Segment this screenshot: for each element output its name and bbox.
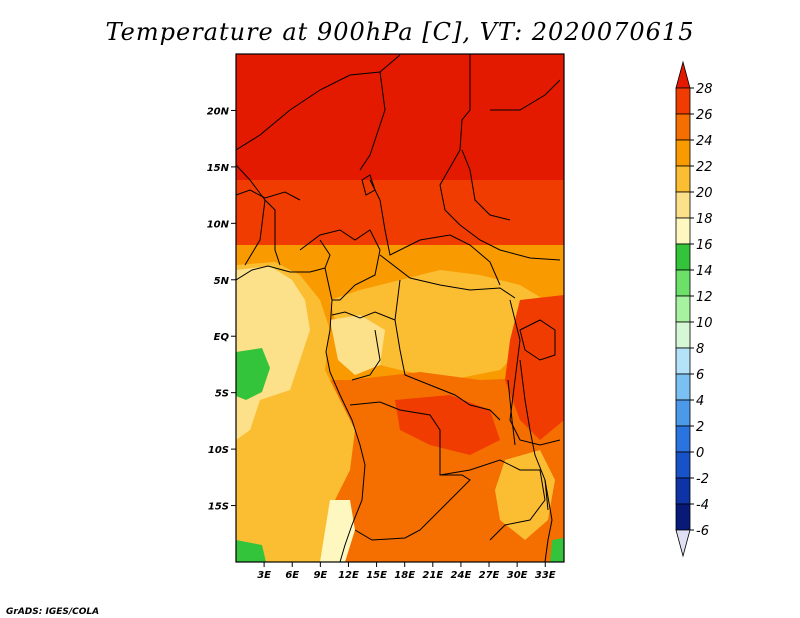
colorbar-label: 2 xyxy=(696,420,704,435)
colorbar-swatch xyxy=(675,243,691,271)
colorbar-swatch xyxy=(675,191,691,219)
colorbar-label: 4 xyxy=(696,394,704,409)
temp-region-namibia xyxy=(320,500,355,562)
temp-region-lakes xyxy=(505,295,564,440)
border-niger-chad-line xyxy=(359,71,386,171)
temp-band-sahel xyxy=(236,180,564,250)
colorbar-label: 28 xyxy=(696,82,713,97)
colorbar-swatch xyxy=(675,347,691,375)
border-east-line xyxy=(490,79,561,111)
lat-tick-label: EQ xyxy=(214,332,230,343)
lat-tick-label: 5S xyxy=(215,389,229,400)
grads-credit: GrADS: IGES/COLA xyxy=(6,607,99,617)
colorbar-label: 18 xyxy=(696,212,713,227)
temp-region-se-green xyxy=(550,538,564,562)
colorbar-swatch xyxy=(675,217,691,245)
border-congo-drc-line xyxy=(351,329,381,381)
colorbar-label: 22 xyxy=(696,160,713,175)
border-sudan-line xyxy=(439,54,561,261)
temp-region-sw-green xyxy=(236,540,266,562)
border-tz-line xyxy=(509,299,561,446)
colorbar-swatch xyxy=(675,295,691,323)
border-car-line xyxy=(379,254,516,299)
coast-west-line xyxy=(236,265,366,562)
border-drc-line xyxy=(394,279,501,421)
lon-tick-label: 12E xyxy=(338,570,359,581)
latitude-axis: 20N 15N 10N 5N EQ 5S 10S 15S xyxy=(207,106,236,513)
lat-tick-label: 15N xyxy=(207,163,230,174)
map-frame xyxy=(235,53,565,563)
colorbar-label: 14 xyxy=(696,264,713,279)
temp-region-west-cool xyxy=(236,266,310,440)
coast-gulf-line xyxy=(319,239,331,269)
lon-tick-label: 6E xyxy=(285,570,299,581)
colorbar-label: 6 xyxy=(696,368,704,383)
colorbar-swatch xyxy=(675,60,691,89)
lon-tick-label: 24E xyxy=(451,570,472,581)
temp-region-gabon xyxy=(330,315,385,375)
colorbar-label: 26 xyxy=(696,108,713,123)
lat-tick-label: 10S xyxy=(208,445,229,456)
nile-line xyxy=(461,149,511,221)
colorbar-label: 24 xyxy=(696,134,713,149)
colorbar-swatch xyxy=(675,373,691,401)
colorbar-swatch xyxy=(675,529,691,558)
colorbar-swatch xyxy=(675,399,691,427)
lake-chad-line xyxy=(361,174,376,196)
border-nigeria-line xyxy=(299,229,381,301)
colorbar-label: 10 xyxy=(696,316,713,331)
colorbar-label: -2 xyxy=(696,472,709,487)
border-burkina-line xyxy=(236,189,301,201)
colorbar-label: 16 xyxy=(696,238,713,253)
colorbar-label: -4 xyxy=(696,498,709,513)
lon-tick-label: 3E xyxy=(257,570,271,581)
lake-victoria-line xyxy=(519,319,556,361)
lon-tick-label: 21E xyxy=(422,570,443,581)
lat-tick-label: 20N xyxy=(207,106,230,117)
lon-tick-label: 33E xyxy=(535,570,556,581)
longitude-axis: 3E 6E 9E 12E 15E 18E 21E 24E 27E 30E 33E xyxy=(257,562,556,581)
colorbar-swatch xyxy=(675,321,691,349)
border-congo-gabon-line xyxy=(331,311,396,321)
colorbar-label: 8 xyxy=(696,342,704,357)
colorbar-label: 12 xyxy=(696,290,713,305)
border-mozambique-line xyxy=(544,479,553,562)
lat-tick-label: 10N xyxy=(207,219,230,230)
lon-tick-label: 27E xyxy=(479,570,500,581)
lon-tick-label: 9E xyxy=(313,570,327,581)
border-chad-line xyxy=(369,179,501,286)
colorbar-swatch xyxy=(675,425,691,453)
colorbar-swatch xyxy=(675,113,691,141)
border-togo-line xyxy=(264,199,281,266)
colorbar-label: 0 xyxy=(696,446,704,461)
temp-region-atlantic-green xyxy=(236,348,270,400)
lon-tick-label: 30E xyxy=(507,570,528,581)
colorbar-swatch xyxy=(675,139,691,167)
colorbar-swatch xyxy=(675,165,691,193)
temp-region-congo xyxy=(330,270,545,380)
lat-tick-label: 15S xyxy=(208,502,229,513)
lake-tanganyika-line xyxy=(507,379,516,446)
colorbar-swatch xyxy=(675,269,691,297)
border-zambia-line xyxy=(439,459,546,541)
temp-region-kasai xyxy=(395,395,500,455)
temperature-map xyxy=(236,54,564,562)
colorbar-label: 20 xyxy=(696,186,713,201)
colorbar-swatch xyxy=(675,477,691,505)
temp-band-north xyxy=(236,54,564,188)
border-angola-line xyxy=(349,401,471,541)
map-title: Temperature at 900hPa [C], VT: 202007061… xyxy=(106,18,695,46)
colorbar-swatch xyxy=(675,503,691,531)
colorbar-swatch xyxy=(675,87,691,115)
lon-tick-label: 15E xyxy=(366,570,387,581)
colorbar-label: -6 xyxy=(696,524,709,539)
lat-tick-label: 5N xyxy=(214,276,230,287)
lon-tick-label: 18E xyxy=(394,570,415,581)
colorbar-swatch xyxy=(675,451,691,479)
